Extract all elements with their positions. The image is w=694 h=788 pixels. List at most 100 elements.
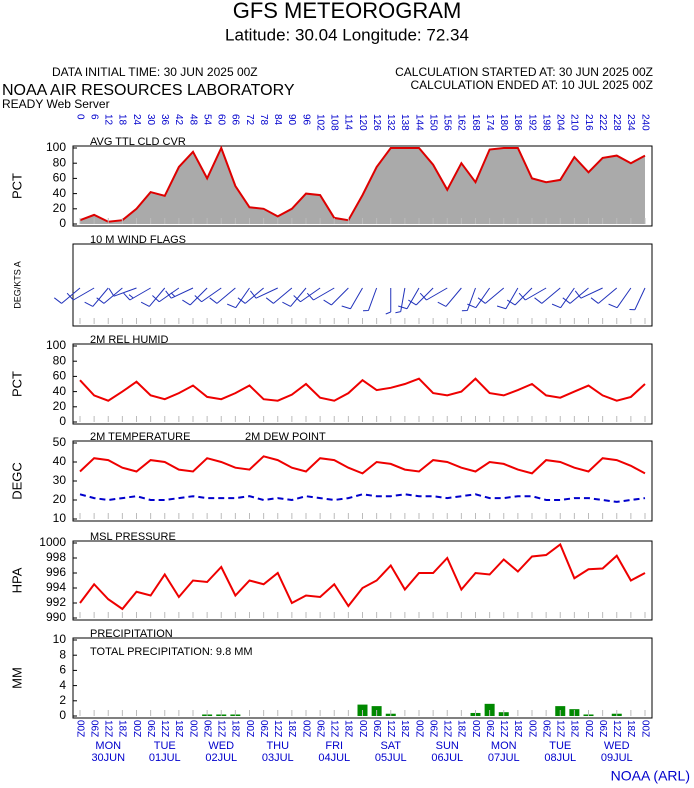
date-label: 01JUL xyxy=(149,752,181,764)
y-tick-label: 40 xyxy=(53,454,67,468)
date-label: 09JUL xyxy=(601,752,633,764)
hour-label: 66 xyxy=(230,114,241,126)
calc-started: CALCULATION STARTED AT: 30 JUN 2025 00Z xyxy=(395,65,653,79)
org: NOAA AIR RESOURCES LABORATORY xyxy=(2,82,295,99)
wind-barb xyxy=(194,287,222,303)
y-tick-label: 60 xyxy=(53,171,67,185)
time-label: 18Z xyxy=(343,720,354,737)
hour-label: 18 xyxy=(117,114,128,126)
wind-barb xyxy=(437,287,462,307)
time-label: 12Z xyxy=(611,720,622,737)
y-tick-label: 990 xyxy=(46,610,66,624)
time-label: 18Z xyxy=(456,720,467,737)
wind-barb xyxy=(323,287,349,306)
time-label: 12Z xyxy=(385,720,396,737)
y-tick-label: 80 xyxy=(53,155,67,169)
hour-label: 30 xyxy=(145,114,156,126)
y-axis-label: DEGC xyxy=(9,462,24,500)
hour-label: 150 xyxy=(427,114,438,131)
hour-label: 132 xyxy=(385,114,396,131)
wind-barb xyxy=(152,287,180,303)
wind-barb xyxy=(608,287,632,309)
y-axis-label: MM xyxy=(9,667,24,689)
y-axis-label: DEG/KTS A xyxy=(12,261,22,309)
time-label: 18Z xyxy=(625,720,636,737)
bar xyxy=(484,703,495,716)
time-label: 06Z xyxy=(540,720,551,737)
y-tick-label: 30 xyxy=(53,473,67,487)
wind-barb xyxy=(66,287,95,301)
date-label: 30JUN xyxy=(91,752,125,764)
y-tick-label: 4 xyxy=(59,678,66,692)
hour-label: 0 xyxy=(74,114,85,120)
wind-barb xyxy=(282,287,307,307)
subtitle: Latitude: 30.04 Longitude: 72.34 xyxy=(225,25,469,44)
time-label: 12Z xyxy=(498,720,509,737)
time-label: 06Z xyxy=(314,720,325,737)
hour-label: 174 xyxy=(484,114,495,131)
y-tick-label: 60 xyxy=(53,369,67,383)
time-label: 00Z xyxy=(300,720,311,737)
wind-barb xyxy=(534,287,561,304)
time-label: 00Z xyxy=(74,720,85,737)
hour-label: 90 xyxy=(286,114,297,126)
hour-label: 210 xyxy=(569,114,580,131)
time-label: 12Z xyxy=(329,720,340,737)
wind-barb xyxy=(506,287,533,306)
wind-barb xyxy=(265,287,293,304)
y-axis-label: PCT xyxy=(9,371,24,397)
time-label: 12Z xyxy=(159,720,170,737)
time-label: 00Z xyxy=(639,720,650,737)
time-label: 00Z xyxy=(357,720,368,737)
hour-label: 84 xyxy=(272,114,283,126)
y-tick-label: 40 xyxy=(53,384,67,398)
wind-barb xyxy=(590,287,618,304)
time-label: 18Z xyxy=(173,720,184,737)
y-tick-label: 992 xyxy=(46,595,66,609)
y-tick-label: 6 xyxy=(59,663,66,677)
panel-title: MSL PRESSURE xyxy=(90,531,176,543)
y-tick-label: 100 xyxy=(46,140,66,154)
hour-label: 36 xyxy=(159,114,170,126)
date-label: 07JUL xyxy=(488,752,520,764)
time-label: 06Z xyxy=(258,720,269,737)
y-axis-label: HPA xyxy=(9,567,24,593)
wind-barb xyxy=(518,287,547,301)
panel-frame xyxy=(72,145,653,227)
wind-barb xyxy=(165,287,194,299)
hour-label: 54 xyxy=(201,114,212,126)
wind-barb xyxy=(408,287,434,306)
annotation: TOTAL PRECIPITATION: 9.8 MM xyxy=(90,646,253,658)
hour-label: 198 xyxy=(540,114,551,131)
day-label: FRI xyxy=(325,740,343,752)
wind-barb xyxy=(249,287,278,299)
hour-label: 138 xyxy=(399,114,410,131)
y-tick-label: 20 xyxy=(53,492,67,506)
day-label: MON xyxy=(95,740,121,752)
date-label: 08JUL xyxy=(544,752,576,764)
y-tick-label: 20 xyxy=(53,201,67,215)
y-tick-label: 0 xyxy=(59,414,66,428)
wind-barb xyxy=(363,287,378,312)
time-label: 06Z xyxy=(371,720,382,737)
wind-barb xyxy=(574,287,603,299)
line xyxy=(79,377,646,402)
time-label: 06Z xyxy=(484,720,495,737)
y-tick-label: 994 xyxy=(46,580,66,594)
panel-frame xyxy=(72,637,653,719)
panel-frame xyxy=(72,343,653,425)
time-label: 06Z xyxy=(427,720,438,737)
server: READY Web Server xyxy=(2,97,110,111)
y-tick-label: 998 xyxy=(46,550,66,564)
hour-label: 114 xyxy=(343,114,354,130)
line xyxy=(79,493,646,503)
y-tick-label: 1000 xyxy=(39,535,66,549)
time-label: 12Z xyxy=(555,720,566,737)
wind-barb xyxy=(237,287,264,304)
hour-label: 240 xyxy=(639,114,650,131)
wind-barb xyxy=(341,287,363,310)
day-label: WED xyxy=(208,740,234,752)
time-label: 00Z xyxy=(244,720,255,737)
wind-barb xyxy=(551,287,575,309)
y-tick-label: 80 xyxy=(53,353,67,367)
